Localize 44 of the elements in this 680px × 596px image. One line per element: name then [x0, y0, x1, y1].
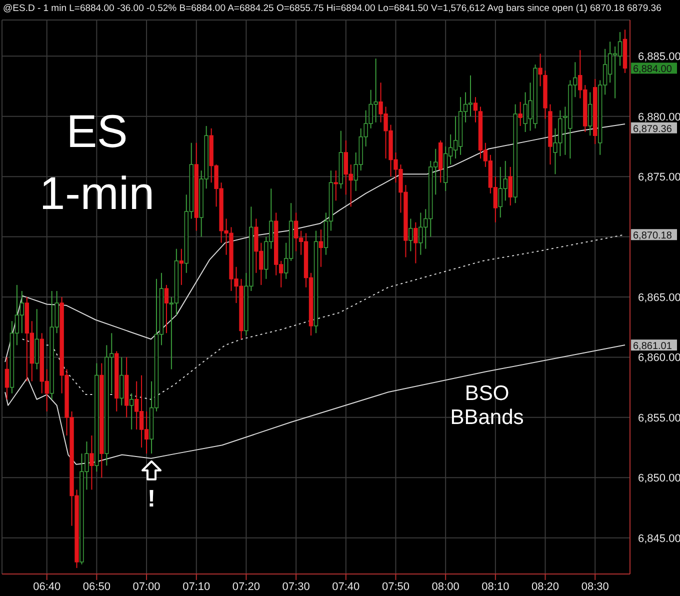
- x-tick-label: 07:10: [182, 580, 210, 593]
- candlestick: [473, 96, 478, 123]
- x-tick-label: 07:20: [232, 580, 260, 593]
- candlestick: [538, 53, 542, 87]
- y-tick-label: 6,855.00: [638, 412, 680, 424]
- x-tick-label: 06:50: [82, 580, 110, 593]
- text: ES 1-min: [38, 104, 156, 221]
- y-tick-label: 6,875.00: [638, 171, 680, 184]
- y-tick-label: 6,850.00: [638, 472, 680, 485]
- annotation: !: [148, 485, 156, 512]
- chart-subtitle: @ES.D - 1 min L=6884.00 -36.00 -0.52% B=6884.00 A=6884.25 O=6855.75 Hi=6894.00 Lo=6841.50 V=1,576,612 Avg bars since open (1) 6870.18 6879.36: [2, 2, 662, 16]
- line-series: [4, 344, 626, 465]
- y-tick-label: 6,860.00: [638, 352, 680, 364]
- candlestick: [408, 218, 413, 252]
- candlestick: [318, 229, 324, 268]
- x-tick-label: 08:00: [432, 580, 460, 593]
- annotation: BSO BBands: [449, 382, 525, 430]
- candlestick: [414, 222, 418, 264]
- x-tick-label: 08:10: [482, 580, 510, 593]
- candlestick: [518, 101, 522, 126]
- x-tick-label: 08:30: [581, 580, 609, 593]
- candlestick: [334, 170, 338, 202]
- candlestick: [120, 356, 124, 406]
- x-tick-label: 07:50: [382, 580, 410, 593]
- candlestick: [129, 392, 134, 430]
- y-tick-label: 6,865.00: [638, 292, 680, 304]
- text: 6,879.36: [633, 124, 672, 135]
- x-tick-label: 07:00: [132, 580, 160, 593]
- candlestick: [164, 284, 169, 334]
- x-tick-label: 07:40: [332, 580, 360, 593]
- y-tick-label: 6,845.00: [638, 532, 680, 545]
- y-tick-label: 6,885.00: [638, 51, 680, 64]
- text: 6,870.18: [633, 230, 672, 242]
- text: 6,884.00: [633, 64, 672, 76]
- x-tick-label: 07:30: [282, 580, 310, 593]
- candlestick: [508, 166, 512, 206]
- candlestick: [90, 435, 94, 490]
- y-tick-label: 6,880.00: [638, 111, 680, 124]
- x-tick-label: 06:40: [33, 580, 61, 593]
- candlestick: [588, 92, 592, 136]
- candlestick: [179, 248, 184, 286]
- text: 6,861.01: [633, 341, 672, 352]
- candlestick: [4, 356, 10, 400]
- x-tick-label: 08:20: [531, 580, 560, 593]
